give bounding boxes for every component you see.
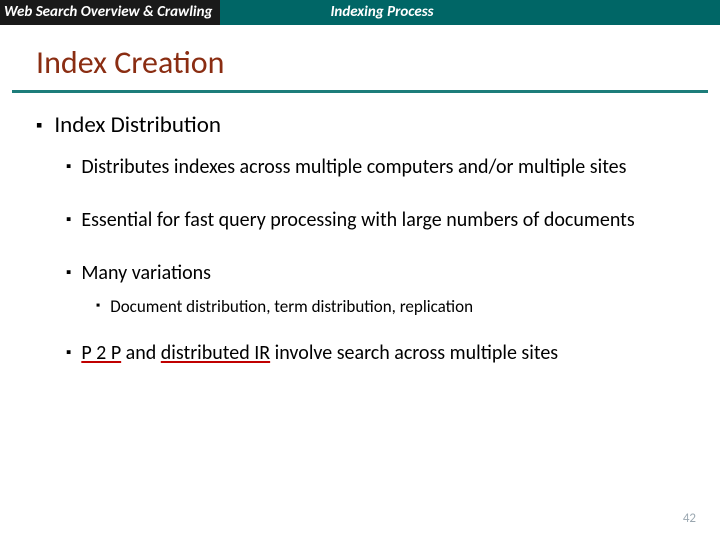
header-right: Indexing Process	[220, 0, 720, 25]
bullet-l2-text: Essential for fast query processing with…	[81, 208, 634, 233]
slide-content: ▪ Index Distribution ▪ Distributes index…	[0, 93, 720, 366]
bullet-level2: ▪ Distributes indexes across multiple co…	[66, 155, 680, 180]
underlined-term: distributed IR	[161, 341, 270, 365]
bullet-square-icon: ▪	[66, 208, 71, 233]
slide-header: Web Search Overview & Crawling Indexing …	[0, 0, 720, 25]
bullet-level2: ▪ P 2 P and distributed IR involve searc…	[66, 341, 680, 366]
bullet-l2-text: P 2 P and distributed IR involve search …	[81, 341, 558, 366]
underlined-term: P 2 P	[81, 341, 121, 365]
header-left: Web Search Overview & Crawling	[0, 0, 220, 25]
bullet-level2: ▪ Many variations	[66, 261, 680, 286]
bullet-square-icon: ▪	[66, 155, 71, 180]
page-number: 42	[683, 511, 696, 526]
bullet-l2-text: Many variations	[81, 261, 211, 286]
bullet-l2-text: Distributes indexes across multiple comp…	[81, 155, 626, 180]
bullet-level2: ▪ Essential for fast query processing wi…	[66, 208, 680, 233]
bullet-square-icon: ▪	[36, 111, 42, 139]
bullet-l1-text: Index Distribution	[54, 111, 221, 139]
bullet-level3: ▪ Document distribution, term distributi…	[96, 296, 680, 317]
bullet-l3-text: Document distribution, term distribution…	[110, 296, 473, 317]
slide-title: Index Creation	[0, 25, 720, 90]
bullet-square-icon: ▪	[66, 261, 71, 286]
bullet-square-icon: ▪	[96, 296, 100, 317]
bullet-square-icon: ▪	[66, 341, 71, 366]
bullet-level1: ▪ Index Distribution	[36, 111, 680, 139]
